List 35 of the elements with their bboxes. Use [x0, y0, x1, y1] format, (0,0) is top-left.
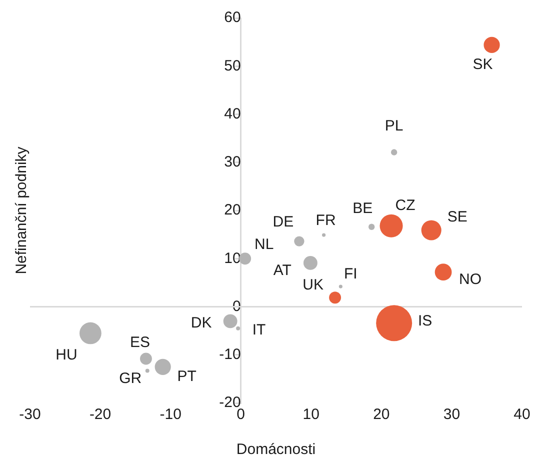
y-tick-label: 10 — [224, 250, 241, 267]
annotation: FI — [344, 266, 358, 283]
annotation: BE — [352, 200, 373, 218]
annotation: IS — [418, 312, 432, 330]
y-tick-label: 30 — [224, 154, 241, 171]
annotation: SE — [447, 208, 468, 226]
annotation: NO — [459, 271, 482, 288]
x-tick-label: -10 — [160, 406, 182, 424]
annotation: PT — [177, 368, 196, 386]
annotation: SK — [472, 56, 493, 74]
annotation: DK — [190, 314, 212, 332]
annotation: GR — [119, 370, 142, 387]
annotation: FR — [316, 212, 336, 230]
y-tick-label: 60 — [224, 9, 241, 26]
y-tick-label: 20 — [224, 202, 241, 219]
x-tick-label: 30 — [443, 406, 460, 424]
annotation: PL — [384, 117, 404, 134]
y-axis-title: Nefinanční podniky — [13, 146, 30, 274]
annotation: IT — [252, 322, 266, 339]
x-tick-label: 10 — [302, 406, 320, 424]
y-tick-label: -10 — [219, 346, 241, 364]
annotation: CZ — [395, 197, 416, 214]
annotation: HU — [56, 346, 78, 364]
annotation: AT — [273, 262, 292, 280]
annotation: ES — [130, 334, 150, 351]
x-tick-label: -20 — [89, 406, 112, 424]
x-tick-label: -30 — [19, 406, 41, 424]
annotation: DE — [272, 213, 294, 230]
x-tick-label: 40 — [514, 406, 530, 424]
y-tick-label: 40 — [224, 105, 241, 122]
annotation: NL — [254, 236, 274, 253]
annotation: UK — [302, 276, 324, 294]
x-tick-label: 20 — [373, 406, 390, 424]
y-tick-label: 50 — [224, 57, 241, 74]
x-axis-title: Domácnosti — [236, 441, 316, 458]
